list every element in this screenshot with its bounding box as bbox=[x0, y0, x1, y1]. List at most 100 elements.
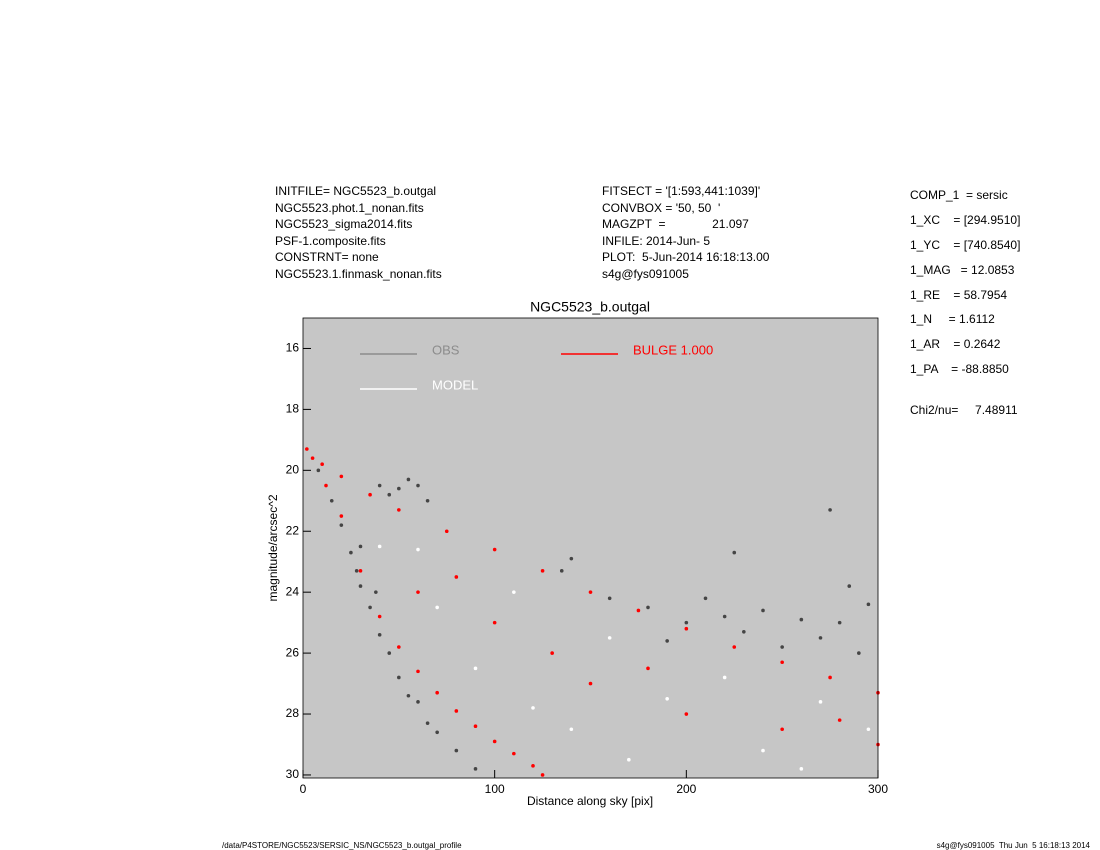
data-point bbox=[703, 596, 708, 601]
data-point bbox=[416, 669, 420, 674]
data-point bbox=[761, 748, 765, 753]
data-point bbox=[349, 550, 353, 555]
data-point bbox=[866, 727, 871, 732]
data-point bbox=[531, 706, 535, 710]
data-point bbox=[512, 751, 516, 756]
parameter-line: 1_RE = 58.7954 bbox=[910, 287, 1008, 302]
header-line: PLOT: 5-Jun-2014 16:18:13.00 bbox=[602, 250, 770, 265]
data-point bbox=[588, 590, 593, 594]
data-point bbox=[354, 569, 359, 573]
y-tick-label: 16 bbox=[286, 341, 300, 355]
data-point bbox=[339, 474, 344, 479]
data-point bbox=[454, 575, 459, 579]
y-tick-label: 20 bbox=[286, 462, 300, 476]
plot-frame bbox=[302, 317, 879, 779]
data-point bbox=[425, 721, 430, 725]
header-line: NGC5523.phot.1_nonan.fits bbox=[275, 200, 424, 215]
data-point bbox=[358, 569, 363, 573]
data-point bbox=[866, 602, 871, 607]
data-point bbox=[492, 547, 497, 552]
data-point bbox=[305, 447, 309, 451]
y-tick-label: 24 bbox=[286, 584, 300, 598]
data-point bbox=[374, 590, 378, 594]
data-point bbox=[780, 727, 784, 732]
y-tick-label: 18 bbox=[286, 402, 300, 416]
chart-title: NGC5523_b.outgal bbox=[530, 299, 650, 315]
data-point bbox=[435, 730, 439, 735]
data-point bbox=[569, 556, 574, 561]
header-line: FITSECT = '[1:593,441:1039]' bbox=[602, 184, 761, 198]
header-line: s4g@fys091005 bbox=[602, 266, 689, 281]
y-axis-label: magnitude/arcsec^2 bbox=[266, 494, 280, 601]
x-tick-label: 0 bbox=[300, 782, 307, 796]
data-point bbox=[540, 773, 545, 777]
data-point bbox=[492, 739, 497, 744]
data-point bbox=[512, 590, 516, 594]
data-point bbox=[837, 718, 842, 722]
data-point bbox=[339, 514, 344, 518]
data-point bbox=[627, 757, 631, 762]
data-point bbox=[732, 645, 737, 649]
data-point bbox=[646, 666, 650, 671]
data-point bbox=[397, 675, 401, 680]
data-point bbox=[473, 724, 478, 729]
data-point bbox=[387, 492, 392, 497]
data-point bbox=[454, 709, 459, 713]
header-line: INFILE: 2014-Jun- 5 bbox=[602, 233, 711, 248]
footer-right: s4g@fys091005 Thu Jun 5 16:18:13 2014 bbox=[936, 841, 1090, 850]
data-point bbox=[416, 590, 420, 594]
data-point bbox=[368, 492, 372, 497]
data-point bbox=[310, 456, 315, 460]
data-point bbox=[828, 508, 832, 512]
data-point bbox=[329, 498, 334, 503]
data-point bbox=[377, 483, 382, 488]
data-point bbox=[780, 645, 784, 649]
data-point bbox=[799, 617, 804, 622]
parameter-line: 1_XC = [294.9510] bbox=[910, 212, 1021, 227]
data-point bbox=[397, 508, 401, 512]
data-point bbox=[377, 544, 382, 549]
data-point bbox=[837, 620, 842, 625]
y-tick-label: 26 bbox=[286, 645, 300, 659]
data-point bbox=[444, 529, 449, 534]
data-point bbox=[799, 767, 804, 771]
x-tick-label: 200 bbox=[676, 782, 696, 796]
data-point bbox=[636, 608, 641, 613]
data-point bbox=[435, 690, 439, 695]
data-point bbox=[828, 675, 832, 680]
data-point bbox=[377, 633, 382, 637]
data-point bbox=[492, 620, 497, 625]
plot-background bbox=[303, 318, 878, 778]
y-tick-label: 28 bbox=[286, 706, 300, 720]
data-point bbox=[416, 547, 420, 552]
data-point bbox=[473, 767, 478, 771]
legend-label: MODEL bbox=[432, 377, 478, 392]
data-point bbox=[607, 636, 612, 640]
header-line: CONSTRNT= none bbox=[275, 250, 379, 265]
parameter-line: 1_YC = [740.8540] bbox=[910, 237, 1021, 252]
y-tick-label: 30 bbox=[286, 767, 300, 781]
data-point bbox=[531, 764, 535, 768]
data-point bbox=[397, 645, 401, 649]
data-point bbox=[569, 727, 574, 732]
parameter-line: 1_MAG = 12.0853 bbox=[910, 262, 1015, 277]
data-point bbox=[780, 660, 784, 665]
data-point bbox=[559, 569, 564, 573]
data-point bbox=[377, 614, 382, 619]
data-point bbox=[665, 639, 669, 643]
header-line: MAGZPT = 21.097 bbox=[602, 217, 749, 232]
data-point bbox=[473, 666, 478, 671]
footer-left: /data/P4STORE/NGC5523/SERSIC_NS/NGC5523_… bbox=[222, 841, 462, 850]
data-point bbox=[684, 626, 689, 631]
parameter-line: 1_N = 1.6112 bbox=[910, 312, 995, 327]
x-tick-label: 300 bbox=[868, 782, 888, 796]
data-point bbox=[607, 596, 612, 601]
data-point bbox=[722, 675, 727, 680]
data-point bbox=[320, 462, 324, 467]
data-point bbox=[406, 693, 411, 698]
legend-label: BULGE 1.000 bbox=[633, 342, 713, 357]
data-point bbox=[540, 569, 545, 573]
data-point bbox=[454, 748, 459, 753]
data-point bbox=[847, 584, 852, 588]
